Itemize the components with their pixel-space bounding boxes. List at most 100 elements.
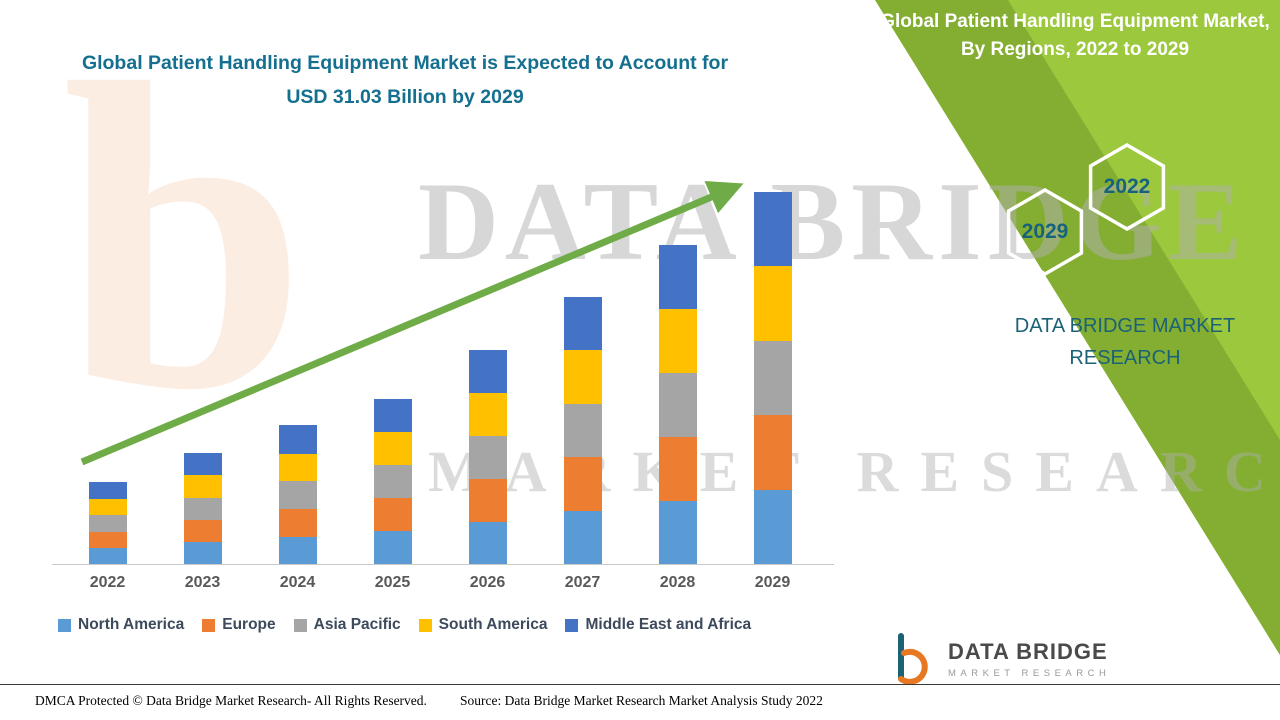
legend-item: North America [58,616,184,634]
bar-column [345,180,440,565]
legend-item: Europe [202,616,276,634]
bar-segment [468,349,507,394]
x-axis-label: 2026 [469,574,506,591]
bar-segment [658,309,697,374]
legend-label: Middle East and Africa [585,616,752,633]
bar-segment [658,500,697,565]
x-axis-label: 2028 [659,574,696,591]
hexagon-outline-front [1006,187,1084,277]
legend-swatch [58,618,71,632]
bar-segment [278,453,317,482]
bar-column [630,180,725,565]
footer-dmca-text: DMCA Protected © Data Bridge Market Rese… [35,693,427,708]
bar-stack [468,349,507,565]
bar-segment [468,435,507,480]
bar-column [155,180,250,565]
bar-segment [88,515,127,533]
bar-stack [373,398,412,565]
bar-stack [563,296,602,565]
bar-segment [183,452,222,476]
legend-swatch [202,618,216,632]
bar-segment [88,499,127,516]
legend-swatch [418,618,432,632]
bar-column [725,180,820,565]
bar-segment [183,475,222,498]
brand-tagline: DATA BRIDGE MARKET RESEARCH [1014,315,1236,369]
bar-segment [468,521,507,565]
bar-segment [183,497,222,520]
bar-series-container [60,180,820,565]
bar-segment [753,489,792,565]
bar-segment [183,542,222,565]
logo-text-block: DATA BRIDGE MARKET RESEARCH [948,639,1110,679]
x-axis-label: 2024 [279,574,316,591]
legend-swatch [293,618,307,632]
bar-segment [753,415,792,490]
legend-item: South America [418,616,548,634]
legend-swatch [565,618,579,632]
data-bridge-logo-icon [898,633,928,685]
company-logo: DATA BRIDGE MARKET RESEARCH [888,632,1110,686]
legend-item: Asia Pacific [293,616,401,634]
bar-segment [563,350,602,404]
bar-segment [278,509,317,537]
bar-segment [563,403,602,458]
bar-column [60,180,155,565]
bar-segment [373,432,412,466]
bar-segment [658,244,697,310]
x-axis-label: 2027 [564,574,601,591]
hexagon-outline-back [1088,142,1166,232]
bar-segment [753,191,792,267]
legend-label: Europe [222,616,276,633]
bar-stack [278,425,317,565]
bar-segment [658,436,697,501]
hexagon-badges-graphic [1006,142,1166,277]
bar-segment [753,340,792,416]
bar-segment [563,296,602,351]
bar-stack [183,452,222,565]
bar-segment [88,548,127,565]
legend-label: Asia Pacific [313,616,401,633]
hexagon-year-2029: 2029 [1021,220,1069,243]
x-axis-label: 2023 [184,574,221,591]
banner-title: Global Patient Handling Equipment Market… [880,11,1270,60]
bar-column [440,180,535,565]
bar-segment [468,393,507,436]
bar-segment [373,498,412,532]
bar-segment [563,457,602,511]
chart-headline: Global Patient Handling Equipment Market… [81,52,729,109]
x-axis-label: 2025 [374,574,411,591]
bar-stack [753,191,792,565]
legend-label: North America [78,616,185,633]
logo-title: DATA BRIDGE [948,639,1108,664]
bar-segment [753,266,792,341]
bar-stack [658,244,697,565]
x-axis-label: 2022 [89,574,126,591]
bar-segment [278,481,317,510]
bar-segment [373,465,412,499]
legend-item: Middle East and Africa [565,616,751,634]
bar-segment [278,536,317,565]
x-axis-labels: 2022 2023 2024 2025 2026 2027 2028 2029 [60,574,820,592]
bar-segment [278,425,317,454]
bar-segment [373,398,412,433]
bar-segment [658,373,697,437]
bar-stack [88,482,127,565]
bar-column [535,180,630,565]
logo-subtitle: MARKET RESEARCH [948,668,1111,679]
hexagon-year-2022: 2022 [1103,175,1151,198]
bar-segment [373,531,412,565]
legend-label: South America [438,616,548,633]
x-axis-label: 2029 [754,574,791,591]
bar-segment [88,532,127,549]
bar-segment [468,479,507,522]
bar-segment [88,482,127,500]
x-axis-line [52,564,834,565]
bar-column [250,180,345,565]
chart-plot-area [52,180,834,565]
bar-segment [183,519,222,543]
footer-source-text: Source: Data Bridge Market Research Mark… [460,693,823,708]
footer-bar: DMCA Protected © Data Bridge Market Rese… [0,684,1280,720]
chart-legend: North America Europe Asia Pacific South Ame… [58,616,751,634]
